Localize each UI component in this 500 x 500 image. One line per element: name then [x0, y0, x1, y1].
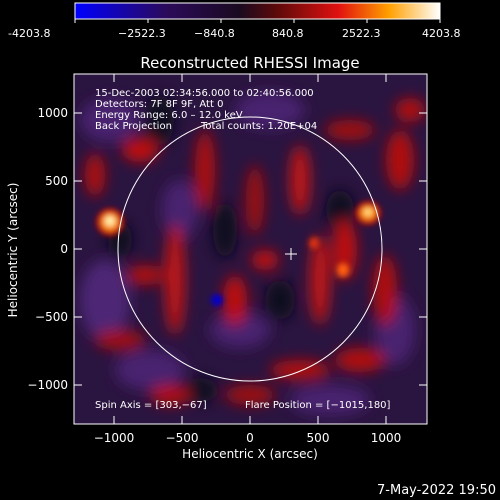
colorbar-tick-label: 4203.8: [422, 27, 461, 40]
figure-title: Reconstructed RHESSI Image: [140, 54, 359, 72]
x-tick-label: 0: [246, 431, 254, 445]
x-axis-label: Heliocentric X (arcsec): [182, 447, 318, 461]
colorbar-tick-label: 2522.3: [342, 27, 381, 40]
y-tick-label: 1000: [37, 106, 68, 120]
info-total-counts: Total counts: 1.20E+04: [200, 121, 317, 132]
colorbar-ticks: [74, 19, 441, 23]
x-tick-label: −1000: [94, 431, 135, 445]
y-tick-label: 0: [60, 242, 68, 256]
colorbar-tick-label: -4203.8: [8, 27, 50, 40]
x-tick-label: −500: [166, 431, 199, 445]
colorbar-tick-label: −2522.3: [118, 27, 166, 40]
reconstructed-image: [74, 74, 427, 424]
colorbar: [74, 2, 441, 20]
info-detectors: Detectors: 7F 8F 9F, Att 0: [95, 99, 223, 110]
info-overlay: 15-Dec-2003 02:34:56.000 to 02:40:56.000…: [95, 88, 317, 132]
colorbar-tick-label: −840.8: [194, 27, 235, 40]
spin-axis-cross: [285, 248, 297, 260]
plot-timestamp: 7-May-2022 19:50: [377, 483, 496, 498]
x-axis-ticks: [113, 74, 387, 424]
flare-position-label: Flare Position = [−1015,180]: [245, 400, 391, 411]
y-tick-label: 500: [45, 174, 68, 188]
y-axis-ticks: [74, 112, 427, 386]
info-method: Back Projection: [95, 121, 172, 132]
solar-limb-circle: [117, 116, 383, 382]
info-energy-range: Energy Range: 6.0 – 12.0 keV: [95, 110, 243, 121]
spin-axis-label: Spin Axis = [303,−67]: [95, 400, 207, 411]
x-tick-label: 500: [307, 431, 330, 445]
y-tick-label: −500: [35, 310, 68, 324]
y-axis-label: Heliocentric Y (arcsec): [6, 183, 20, 318]
colorbar-tick-label: 840.8: [272, 27, 304, 40]
info-time-range: 15-Dec-2003 02:34:56.000 to 02:40:56.000: [95, 88, 314, 99]
x-tick-label: 1000: [371, 431, 402, 445]
y-tick-label: −1000: [27, 378, 68, 392]
